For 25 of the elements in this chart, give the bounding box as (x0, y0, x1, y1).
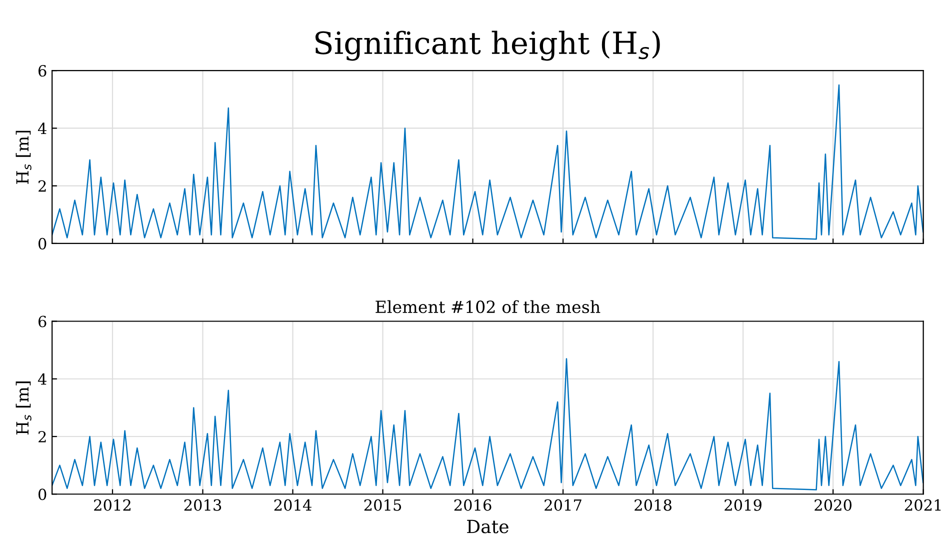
y-tick-label: 0 (38, 238, 46, 250)
y-tick-label: 0 (38, 488, 46, 500)
line-series (52, 358, 924, 490)
x-tick-label: 2018 (634, 499, 672, 511)
x-axis-title: Date (467, 520, 508, 534)
y-tick-label: 4 (38, 122, 46, 134)
y-axis-title: H$_{s}$ [m] (16, 382, 32, 435)
chart-title: Significant height (H$_{s}$) (315, 30, 660, 61)
x-tick-label: 2020 (814, 499, 852, 511)
y-tick-label: 6 (38, 65, 46, 77)
x-tick-label: 2019 (724, 499, 762, 511)
x-tick-label: 2017 (544, 499, 582, 511)
x-tick-label: 2015 (364, 499, 402, 511)
y-axis-title: H$_{s}$ [m] (16, 130, 32, 184)
line-series (52, 84, 924, 240)
y-tick-label: 6 (38, 316, 46, 328)
x-tick-label: 2012 (94, 499, 130, 511)
x-tick-label: 2014 (274, 499, 312, 511)
y-tick-label: 2 (38, 180, 46, 192)
y-tick-label: 2 (38, 430, 46, 442)
chart-title: Element #102 of the mesh (376, 300, 600, 314)
x-tick-label: 2013 (184, 499, 222, 511)
x-tick-label: 2021 (904, 499, 941, 511)
x-tick-label: 2016 (454, 499, 492, 511)
y-tick-label: 4 (38, 373, 46, 385)
